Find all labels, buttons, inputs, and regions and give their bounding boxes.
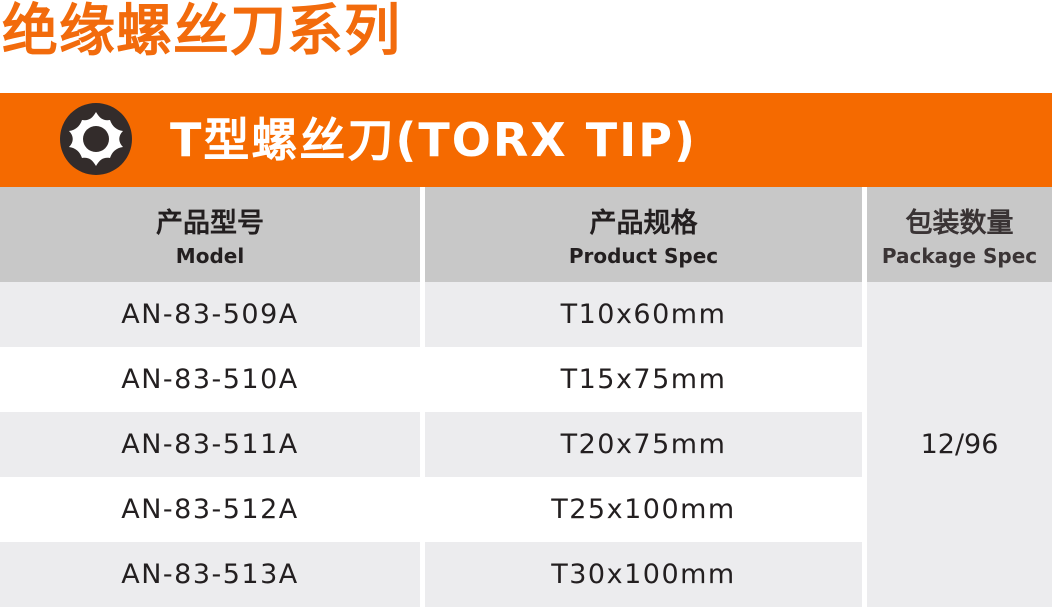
section-title: T型螺丝刀(TORX TIP) xyxy=(170,113,698,167)
page-title: 绝缘螺丝刀系列 xyxy=(2,0,401,64)
header-zh: 产品规格 xyxy=(589,208,698,239)
header-en: Product Spec xyxy=(568,244,719,268)
model-cell: AN-83-511A xyxy=(0,412,420,477)
header-en: Model xyxy=(175,244,245,268)
spec-cell: T20x75mm xyxy=(425,412,862,477)
model-cell: AN-83-510A xyxy=(0,347,420,412)
header-zh: 包装数量 xyxy=(905,208,1014,239)
section-banner xyxy=(0,93,1052,187)
header-en: Package Spec xyxy=(881,244,1038,268)
spec-cell: T10x60mm xyxy=(425,282,862,347)
header-zh: 产品型号 xyxy=(156,208,264,239)
model-cell: AN-83-513A xyxy=(0,542,420,607)
model-cell: AN-83-509A xyxy=(0,282,420,347)
torx-icon xyxy=(60,103,132,175)
header-package: 包装数量 Package Spec xyxy=(867,187,1052,282)
package-cell: 12/96 xyxy=(867,282,1052,607)
spec-cell: T30x100mm xyxy=(425,542,862,607)
header-spec: 产品规格 Product Spec xyxy=(425,187,862,282)
header-model: 产品型号 Model xyxy=(0,187,420,282)
spec-cell: T15x75mm xyxy=(425,347,862,412)
model-cell: AN-83-512A xyxy=(0,477,420,542)
spec-cell: T25x100mm xyxy=(425,477,862,542)
